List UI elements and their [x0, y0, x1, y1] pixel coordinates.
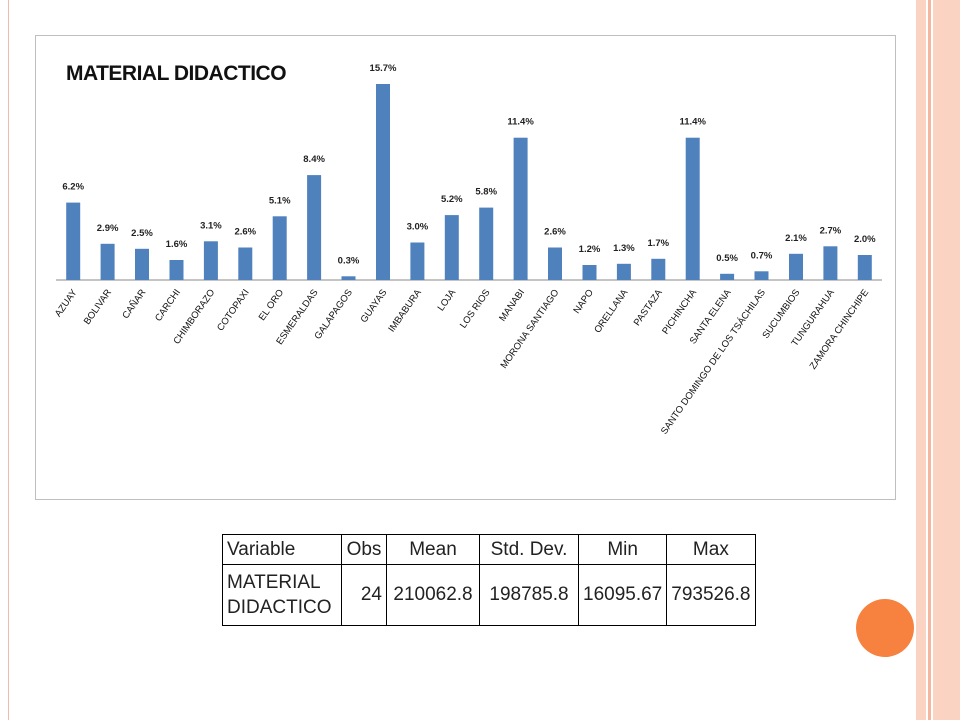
x-tick-label-15: NAPO: [571, 287, 595, 315]
chart-title: MATERIAL DIDACTICO: [66, 62, 286, 85]
bar-14: [548, 247, 562, 280]
x-tick-label-0: AZUAY: [53, 287, 80, 319]
header-std-dev: Std. Dev.: [479, 534, 579, 565]
table-row: MATERIAL DIDACTICO 24 210062.8 198785.8 …: [222, 564, 756, 626]
stripe: [933, 0, 960, 720]
cell-max: 793526.8: [666, 564, 756, 626]
data-label-22: 2.7%: [820, 225, 842, 236]
stripe: [928, 0, 931, 720]
data-label-23: 2.0%: [854, 234, 876, 245]
bar-6: [272, 216, 287, 280]
x-tick-label-3: CARCHI: [153, 287, 183, 323]
data-label-3: 1.6%: [166, 239, 188, 250]
decorative-stripes: [916, 0, 960, 720]
cell-std-dev: 198785.8: [479, 564, 579, 626]
bar-7: [307, 175, 322, 280]
x-tick-label-5: COTOPAXI: [215, 287, 252, 333]
bar-0: [66, 202, 81, 280]
bar-2: [135, 248, 149, 280]
x-tick-label-16: ORELLANA: [592, 287, 630, 335]
data-label-21: 2.1%: [785, 233, 807, 244]
cell-min: 16095.67: [577, 564, 668, 626]
data-label-18: 11.4%: [679, 117, 706, 128]
left-margin-line: [8, 0, 9, 720]
bar-4: [203, 241, 218, 280]
x-tick-label-17: PASTAZA: [632, 287, 665, 328]
data-label-9: 15.7%: [370, 63, 397, 74]
cell-variable: MATERIAL DIDACTICO: [222, 564, 342, 626]
data-label-15: 1.2%: [579, 244, 601, 255]
bar-1: [100, 243, 115, 280]
bar-17: [651, 258, 666, 280]
chart-frame: MATERIAL DIDACTICO 6.2% AZUAY 2.9% BOLIVAR 2…: [35, 35, 896, 500]
bar-10: [410, 242, 425, 280]
bar-9: [376, 84, 390, 280]
bar-21: [789, 253, 803, 280]
decorative-circle: [856, 599, 914, 657]
variable-line2: DIDACTICO: [227, 597, 332, 618]
stripe: [916, 0, 926, 720]
data-label-0: 6.2%: [62, 182, 84, 193]
bar-15: [582, 265, 597, 280]
data-label-7: 8.4%: [303, 154, 325, 165]
x-tick-label-10: IMBABURA: [386, 287, 424, 334]
bar-5: [238, 247, 253, 280]
header-variable: Variable: [222, 534, 342, 565]
x-tick-label-23: ZAMORA CHINCHIPE: [808, 287, 872, 371]
bar-11: [444, 215, 459, 280]
header-min: Min: [577, 534, 668, 565]
x-tick-label-6: EL ORO: [257, 287, 286, 322]
data-label-14: 2.6%: [544, 227, 566, 238]
header-obs: Obs: [341, 534, 387, 565]
x-tick-label-18: PICHINCHA: [660, 287, 699, 337]
data-label-17: 1.7%: [647, 238, 669, 249]
table-header-row: Variable Obs Mean Std. Dev. Min Max: [222, 534, 756, 565]
x-tick-label-13: MANABI: [497, 287, 527, 323]
variable-line1: MATERIAL: [227, 572, 321, 593]
data-label-8: 0.3%: [338, 255, 360, 266]
data-label-13: 11.4%: [507, 117, 534, 128]
data-label-16: 1.3%: [613, 243, 635, 254]
statistics-table: Variable Obs Mean Std. Dev. Min Max MATE…: [222, 534, 756, 626]
x-tick-label-1: BOLIVAR: [82, 287, 114, 327]
x-tick-label-9: GUAYAS: [359, 287, 390, 325]
header-max: Max: [666, 534, 756, 565]
bar-8: [341, 276, 356, 280]
bar-16: [616, 263, 631, 280]
bar-13: [513, 137, 528, 280]
data-label-20: 0.7%: [751, 250, 773, 261]
data-label-5: 2.6%: [234, 227, 256, 238]
x-tick-label-2: CAÑAR: [120, 287, 148, 321]
bar-23: [857, 255, 872, 280]
cell-mean: 210062.8: [386, 564, 480, 626]
bar-20: [754, 271, 769, 280]
data-label-11: 5.2%: [441, 194, 463, 205]
data-label-19: 0.5%: [716, 253, 738, 264]
data-label-4: 3.1%: [200, 220, 222, 231]
bar-22: [823, 246, 838, 280]
data-label-6: 5.1%: [269, 195, 291, 206]
x-tick-label-12: LOS RIOS: [458, 287, 493, 330]
x-tick-label-11: LOJA: [436, 287, 459, 313]
data-label-12: 5.8%: [475, 187, 497, 198]
bar-3: [169, 260, 184, 280]
x-tick-label-14: MORONA SANTIAGO: [499, 287, 562, 370]
header-mean: Mean: [386, 534, 480, 565]
data-label-2: 2.5%: [131, 228, 153, 239]
cell-obs: 24: [341, 564, 387, 626]
bars-group: 6.2% AZUAY 2.9% BOLIVAR 2.5% CAÑAR 1.6% CARCHI 3…: [53, 63, 876, 437]
data-label-10: 3.0%: [407, 222, 429, 233]
bar-18: [685, 137, 700, 280]
bar-chart: MATERIAL DIDACTICO 6.2% AZUAY 2.9% BOLIVAR 2…: [53, 62, 882, 437]
bar-19: [720, 273, 735, 280]
bar-12: [479, 207, 494, 280]
data-label-1: 2.9%: [97, 223, 119, 234]
